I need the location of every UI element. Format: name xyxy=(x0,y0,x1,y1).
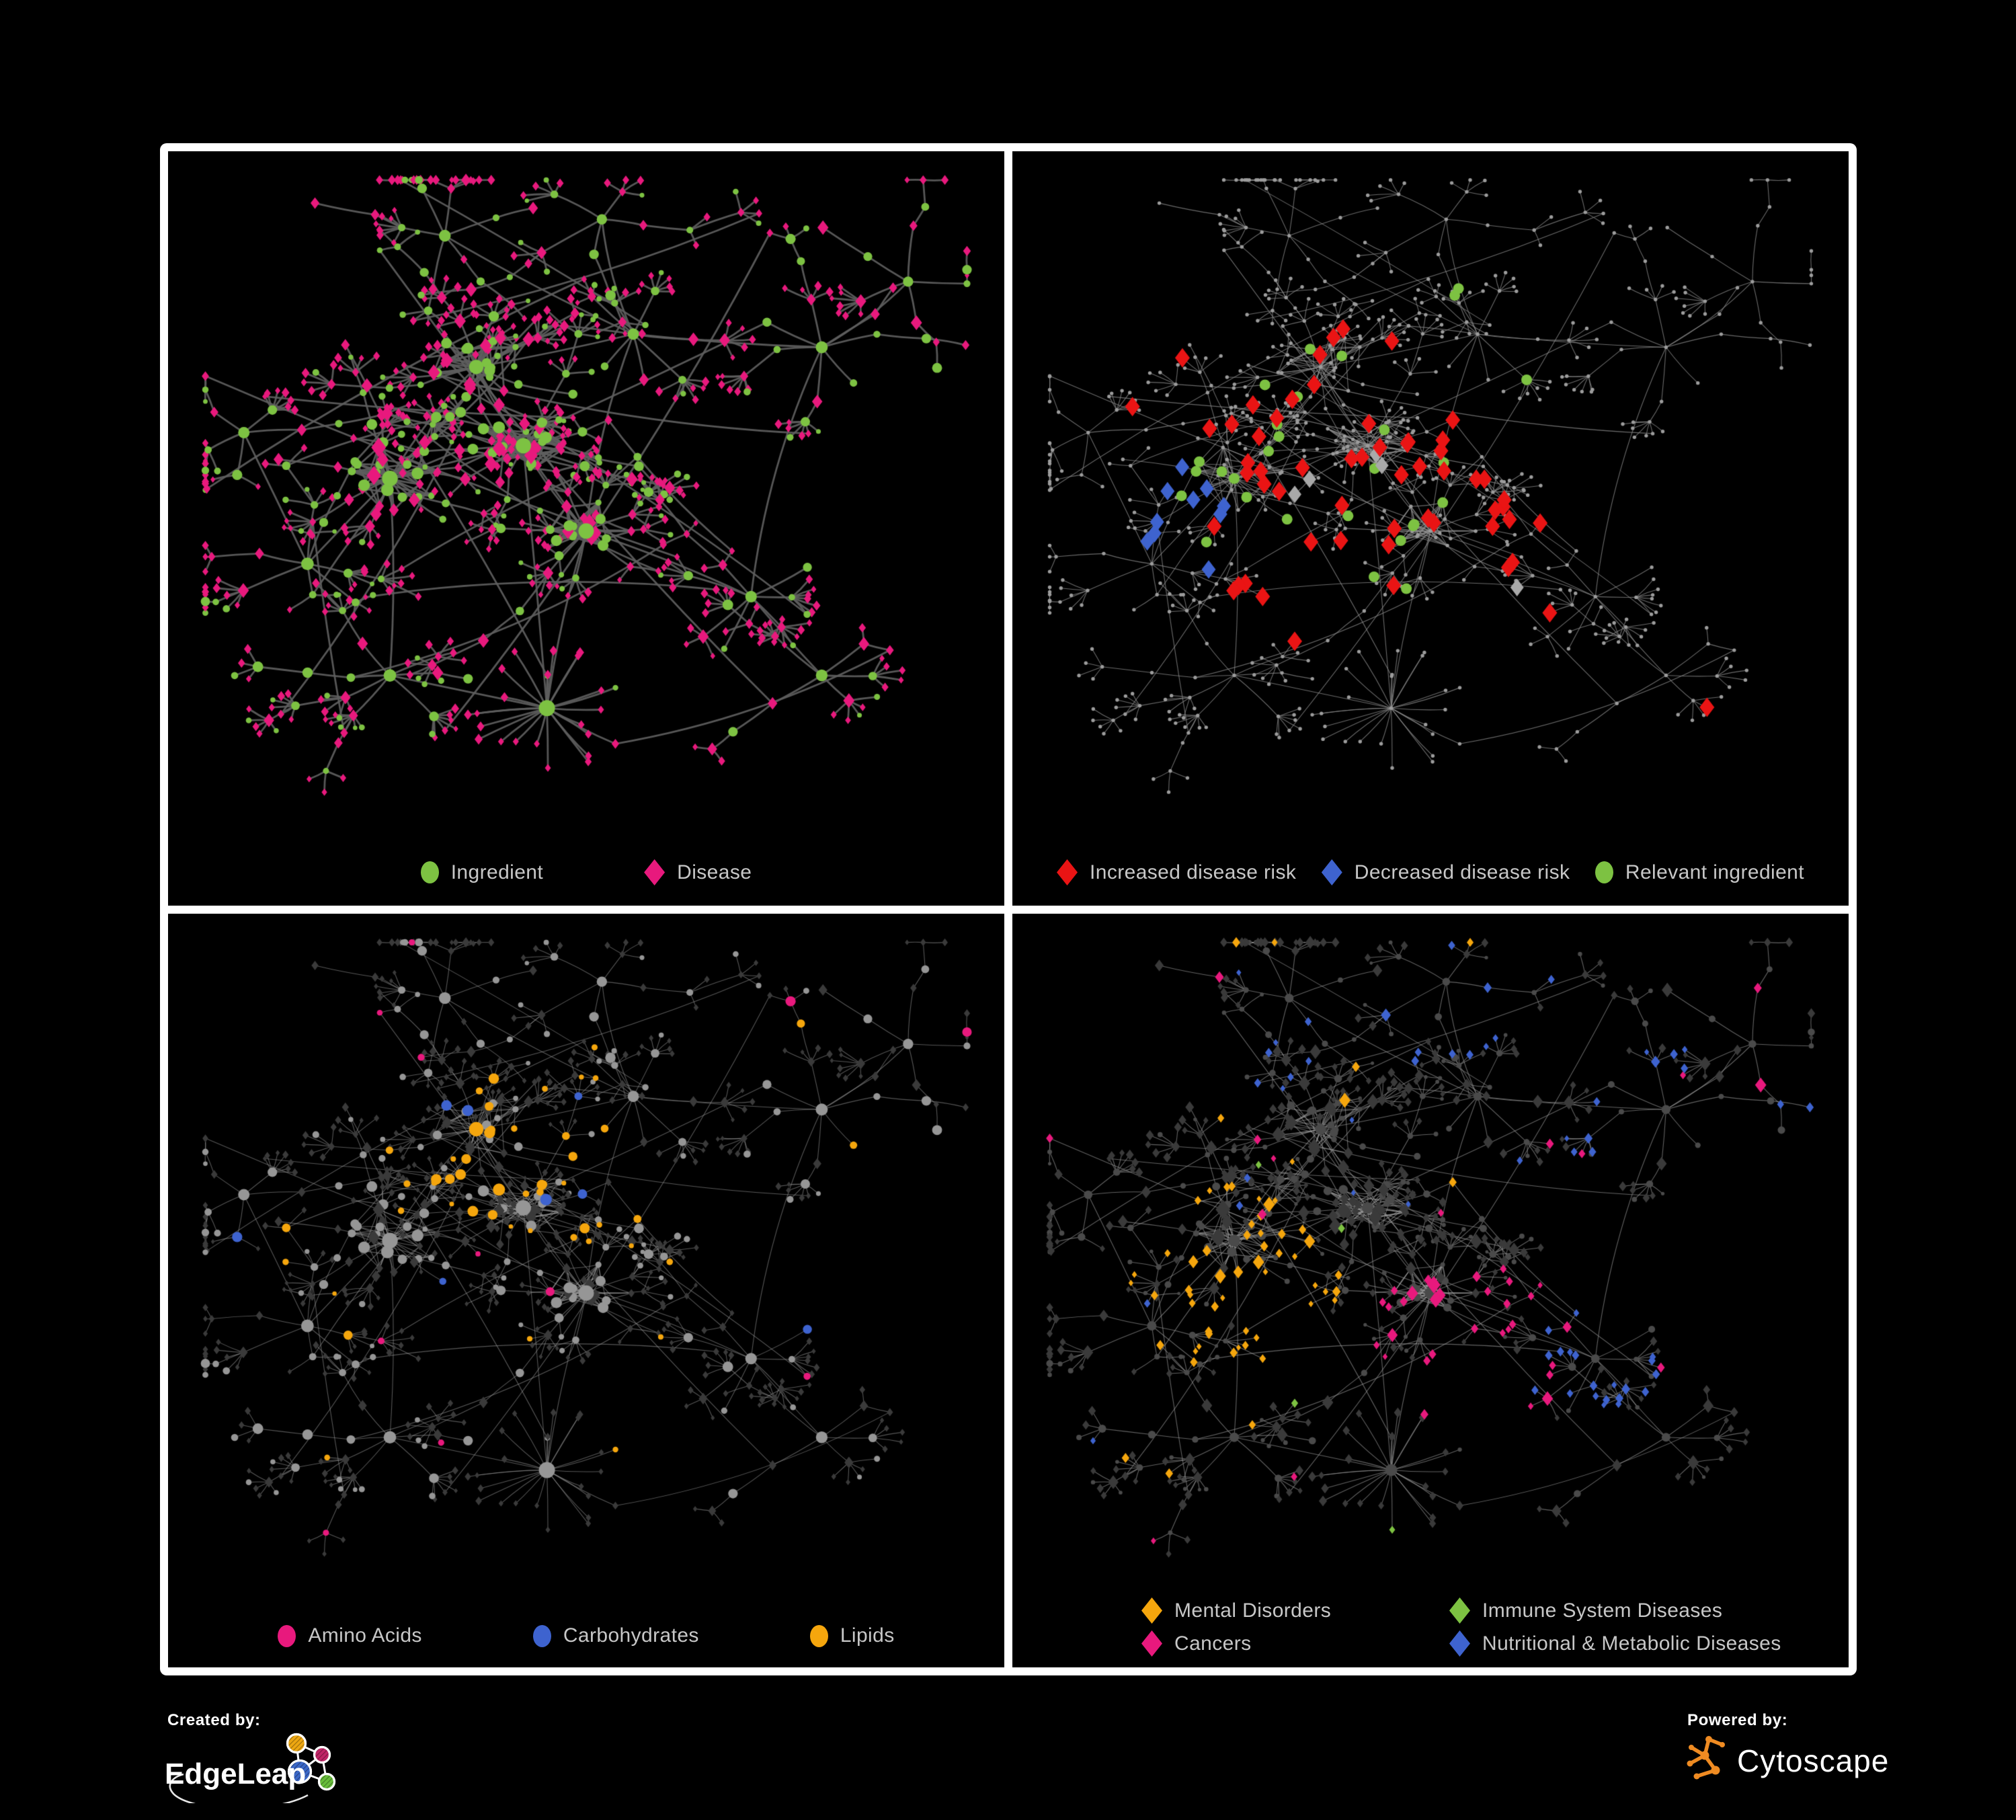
legend-item: Lipids xyxy=(809,1624,895,1647)
legend-label: Relevant ingredient xyxy=(1625,861,1804,883)
immune-diseases-swatch xyxy=(1449,1597,1470,1624)
panel-grid: Ingredient Disease Increased disease ris… xyxy=(160,143,1857,1675)
legend-label: Ingredient xyxy=(450,861,544,883)
legend-item: Increased disease risk xyxy=(1057,859,1296,885)
legend-item: Disease xyxy=(644,859,752,885)
decreased-risk-swatch xyxy=(1321,859,1342,885)
legend-label: Amino Acids xyxy=(308,1624,422,1647)
cytoscape-logo: Cytoscape xyxy=(1687,1736,1889,1780)
edgeleap-logo: EdgeLeap xyxy=(165,1733,336,1810)
network-canvas-disease-risk xyxy=(1012,151,1849,906)
legend-item: Ingredient xyxy=(420,861,544,884)
network-canvas-nutrient-classes xyxy=(168,914,1004,1667)
ingredient-swatch xyxy=(420,861,439,883)
cancers-swatch xyxy=(1141,1630,1162,1657)
panel-disease-classes: Mental Disorders Immune System Diseases … xyxy=(1012,914,1849,1667)
mental-disorders-swatch xyxy=(1141,1597,1162,1624)
legend-label: Increased disease risk xyxy=(1090,861,1297,883)
amino-acids-swatch xyxy=(278,1624,296,1647)
legend-item: Decreased disease risk xyxy=(1321,859,1570,885)
legend-item: Cancers xyxy=(1141,1630,1436,1657)
legend-nutrient-classes: Amino Acids Carbohydrates Lipids xyxy=(168,1624,1004,1647)
network-canvas-ingredient-disease xyxy=(168,151,1004,906)
legend-item: Carbohydrates xyxy=(532,1624,699,1647)
legend-disease-classes: Mental Disorders Immune System Diseases … xyxy=(1141,1597,1781,1657)
legend-label: Disease xyxy=(677,861,752,883)
legend-label: Lipids xyxy=(840,1624,895,1647)
legend-item: Relevant ingredient xyxy=(1595,861,1804,884)
legend-item: Nutritional & Metabolic Diseases xyxy=(1449,1630,1781,1657)
carbohydrates-swatch xyxy=(532,1624,551,1647)
disease-swatch xyxy=(644,859,666,885)
panel-disease-risk: Increased disease risk Decreased disease… xyxy=(1012,151,1849,906)
lipids-swatch xyxy=(809,1624,828,1647)
legend-label: Mental Disorders xyxy=(1174,1599,1332,1622)
credit-cytoscape: Powered by: Cytoscape xyxy=(1683,1711,1905,1788)
relevant-ingredient-swatch xyxy=(1595,861,1613,883)
edgeleap-brand-text: EdgeLeap xyxy=(165,1757,306,1790)
legend-item: Amino Acids xyxy=(278,1624,421,1647)
created-by-label: Created by: xyxy=(167,1711,261,1729)
legend-label: Nutritional & Metabolic Diseases xyxy=(1482,1632,1781,1655)
panel-nutrient-classes: Amino Acids Carbohydrates Lipids xyxy=(168,914,1004,1667)
powered-by-label: Powered by: xyxy=(1687,1711,1788,1729)
legend-item: Immune System Diseases xyxy=(1449,1597,1781,1624)
increased-risk-swatch xyxy=(1057,859,1078,885)
panel-ingredient-disease: Ingredient Disease xyxy=(168,151,1004,906)
legend-item: Mental Disorders xyxy=(1141,1597,1436,1624)
cytoscape-brand-text: Cytoscape xyxy=(1737,1743,1889,1778)
metabolic-diseases-swatch xyxy=(1449,1630,1470,1657)
legend-label: Carbohydrates xyxy=(563,1624,699,1647)
legend-disease-risk: Increased disease risk Decreased disease… xyxy=(1012,859,1849,885)
legend-label: Cancers xyxy=(1174,1632,1252,1655)
credit-edgeleap: Created by: xyxy=(163,1711,365,1810)
network-canvas-disease-classes xyxy=(1012,914,1849,1667)
legend-label: Immune System Diseases xyxy=(1482,1599,1723,1622)
legend-ingredient-disease: Ingredient Disease xyxy=(168,859,1004,885)
legend-label: Decreased disease risk xyxy=(1354,861,1570,883)
